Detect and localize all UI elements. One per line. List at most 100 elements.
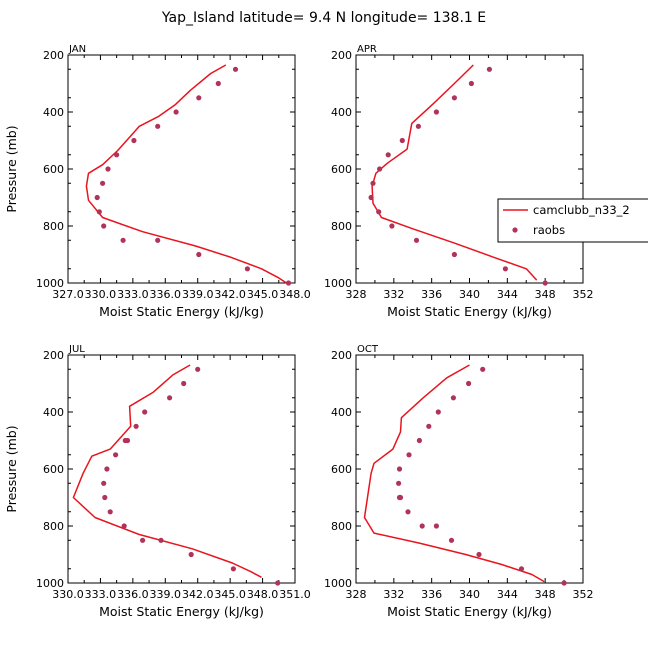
y-tick-label-jan: 1000	[36, 277, 64, 290]
obs-point-jul	[195, 366, 201, 372]
legend-marker-swatch	[512, 227, 518, 233]
obs-point-jan	[100, 180, 106, 186]
y-tick-label-apr: 800	[331, 220, 352, 233]
x-tick-label-oct: 344	[497, 588, 518, 601]
x-tick-label-jan: 330.0	[85, 288, 117, 301]
obs-point-jul	[104, 466, 110, 472]
obs-point-apr	[433, 109, 439, 115]
x-tick-label-jan: 333.0	[117, 288, 149, 301]
obs-point-apr	[399, 137, 405, 144]
obs-point-jan	[173, 109, 179, 115]
obs-point-jul	[133, 423, 139, 429]
x-tick-label-jul: 342.0	[182, 588, 214, 601]
y-tick-label-jan: 200	[43, 49, 64, 62]
obs-point-oct	[518, 566, 525, 572]
obs-point-oct	[480, 366, 486, 372]
x-axis-label-apr: Moist Static Energy (kJ/kg)	[387, 304, 552, 319]
x-tick-label-apr: 340	[459, 288, 480, 301]
x-tick-label-jul: 333.0	[85, 588, 117, 601]
obs-point-jul	[101, 480, 107, 486]
obs-point-jan	[96, 209, 102, 215]
obs-point-apr	[377, 166, 383, 172]
obs-point-oct	[448, 537, 455, 543]
y-tick-label-oct: 1000	[324, 577, 352, 590]
obs-point-jul	[167, 395, 173, 401]
obs-point-jul	[122, 437, 128, 444]
x-tick-label-jan: 342.0	[214, 288, 246, 301]
obs-point-apr	[368, 194, 374, 201]
x-tick-label-oct: 336	[421, 588, 442, 601]
x-tick-label-jul: 351.0	[279, 588, 311, 601]
obs-point-jul	[275, 580, 281, 586]
panel-title-jul: JUL	[68, 344, 85, 355]
y-tick-label-jul: 600	[43, 463, 64, 476]
x-tick-label-jul: 339.0	[150, 588, 182, 601]
y-tick-label-jul: 800	[43, 520, 64, 533]
x-axis-label-jan: Moist Static Energy (kJ/kg)	[99, 304, 264, 319]
x-tick-label-jul: 345.0	[214, 588, 246, 601]
obs-point-jan	[120, 237, 126, 243]
y-tick-label-oct: 400	[331, 406, 352, 419]
y-tick-label-jan: 800	[43, 220, 64, 233]
y-tick-label-oct: 800	[331, 520, 352, 533]
model-line-jul	[72, 364, 262, 578]
obs-point-jan	[285, 280, 292, 286]
y-tick-label-jan: 400	[43, 106, 64, 119]
model-line-apr	[371, 64, 538, 281]
obs-point-oct	[416, 437, 422, 444]
obs-point-apr	[542, 280, 548, 286]
y-tick-label-jul: 1000	[36, 577, 64, 590]
obs-point-oct	[397, 494, 404, 501]
panel-title-oct: OCT	[357, 344, 379, 355]
legend: camclubb_n33_2 raobs	[497, 198, 648, 243]
x-tick-label-oct: 348	[535, 588, 556, 601]
obs-point-jul	[142, 409, 148, 415]
obs-point-jan	[105, 166, 111, 172]
obs-point-oct	[419, 523, 425, 529]
obs-point-apr	[413, 237, 420, 243]
obs-point-apr	[370, 180, 376, 186]
x-tick-label-apr: 336	[421, 288, 442, 301]
obs-point-jan	[196, 251, 202, 258]
plot-frame-jan	[67, 54, 296, 284]
x-tick-label-apr: 332	[383, 288, 404, 301]
obs-point-jul	[102, 494, 108, 501]
x-axis-label-jul: Moist Static Energy (kJ/kg)	[99, 604, 264, 619]
obs-point-oct	[433, 523, 439, 529]
x-tick-label-oct: 340	[459, 588, 480, 601]
obs-point-oct	[476, 551, 482, 558]
obs-point-jul	[140, 537, 146, 543]
obs-point-oct	[406, 452, 412, 458]
obs-point-jan	[232, 66, 239, 72]
obs-point-oct	[466, 380, 472, 387]
legend-box	[497, 198, 648, 243]
x-tick-label-apr: 344	[497, 288, 518, 301]
x-tick-label-jan: 345.0	[247, 288, 279, 301]
page-title: Yap_Island latitude= 9.4 N longitude= 13…	[161, 10, 486, 26]
obs-point-jan	[94, 194, 100, 201]
obs-point-apr	[376, 209, 382, 215]
x-tick-label-jul: 348.0	[247, 588, 279, 601]
obs-point-apr	[451, 251, 457, 258]
x-tick-label-jan: 339.0	[182, 288, 214, 301]
y-tick-label-oct: 200	[331, 349, 352, 362]
obs-point-apr	[389, 223, 395, 229]
obs-point-jan	[114, 152, 120, 158]
model-line-oct	[363, 364, 545, 583]
obs-point-apr	[415, 123, 421, 129]
legend-entry-obs: raobs	[533, 223, 565, 237]
plot-frame-oct	[355, 354, 584, 584]
y-tick-label-apr: 200	[331, 49, 352, 62]
x-tick-label-jul: 330.0	[52, 588, 84, 601]
y-tick-label-jul: 400	[43, 406, 64, 419]
x-tick-label-oct: 352	[573, 588, 594, 601]
obs-point-jan	[101, 223, 107, 229]
y-tick-label-jan: 600	[43, 163, 64, 176]
x-tick-label-apr: 328	[346, 288, 367, 301]
obs-point-oct	[396, 480, 402, 486]
